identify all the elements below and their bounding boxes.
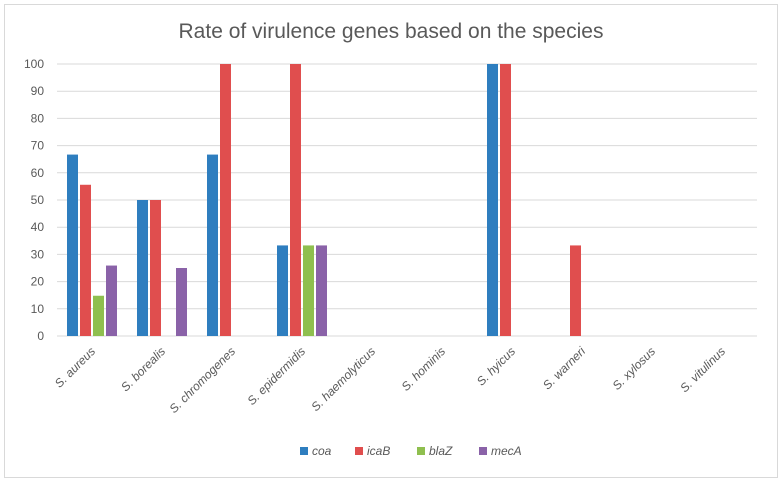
x-tick-label: S. aureus	[52, 344, 98, 390]
y-tick-label: 90	[31, 84, 45, 98]
bar-mecA	[106, 265, 117, 336]
bar-blaZ	[93, 295, 104, 336]
bar-coa	[67, 154, 78, 336]
legend-label-coa: coa	[312, 444, 332, 458]
y-tick-label: 80	[31, 111, 45, 125]
bar-coa	[277, 245, 288, 336]
legend-swatch-mecA	[479, 447, 487, 455]
bar-mecA	[316, 245, 327, 336]
x-tick-label: S. epidermidis	[244, 344, 308, 408]
y-tick-label: 0	[37, 329, 44, 343]
legend-label-blaZ: blaZ	[429, 444, 453, 458]
bar-coa	[137, 200, 148, 336]
x-tick-label: S. vitulinus	[677, 344, 728, 395]
bar-icaB	[80, 184, 91, 336]
x-tick-label: S. hominis	[399, 344, 449, 394]
bar-icaB	[150, 200, 161, 336]
y-tick-label: 70	[31, 139, 45, 153]
x-tick-label: S. chromogenes	[166, 344, 238, 416]
bar-mecA	[176, 268, 187, 336]
x-tick-label: S. haemolyticus	[308, 344, 378, 414]
y-tick-label: 50	[31, 193, 45, 207]
bar-icaB	[500, 64, 511, 336]
bar-coa	[207, 154, 218, 336]
bar-coa	[487, 64, 498, 336]
y-tick-label: 20	[31, 275, 45, 289]
bar-icaB	[570, 245, 581, 336]
y-tick-label: 10	[31, 302, 45, 316]
legend-swatch-icaB	[355, 447, 363, 455]
y-tick-label: 100	[24, 57, 44, 71]
bar-icaB	[220, 64, 231, 336]
chart-title: Rate of virulence genes based on the spe…	[179, 20, 604, 43]
y-tick-label: 60	[31, 166, 45, 180]
x-tick-label: S. warneri	[540, 344, 588, 392]
x-tick-label: S. hyicus	[474, 344, 518, 388]
y-tick-label: 40	[31, 220, 45, 234]
x-tick-label: S. xylosus	[610, 344, 659, 393]
legend-label-mecA: mecA	[491, 444, 522, 458]
x-tick-label: S. borealis	[118, 344, 168, 394]
y-tick-label: 30	[31, 247, 45, 261]
bar-blaZ	[303, 245, 314, 336]
legend-swatch-coa	[300, 447, 308, 455]
legend-label-icaB: icaB	[367, 444, 390, 458]
legend-swatch-blaZ	[417, 447, 425, 455]
bar-icaB	[290, 64, 301, 336]
chart-frame	[4, 4, 778, 478]
